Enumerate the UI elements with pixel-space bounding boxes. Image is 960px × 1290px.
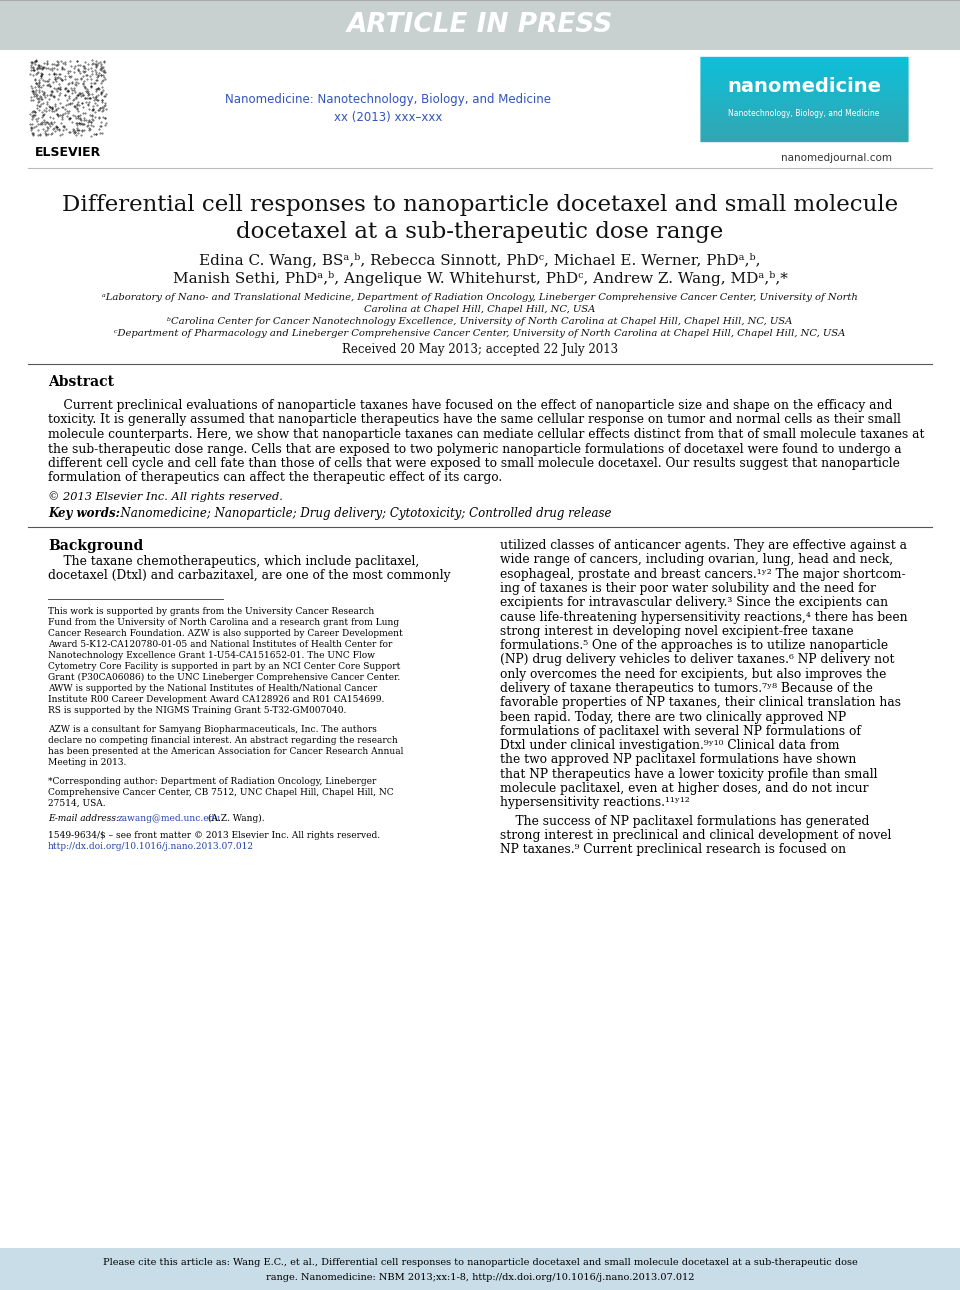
Text: 1549-9634/$ – see front matter © 2013 Elsevier Inc. All rights reserved.: 1549-9634/$ – see front matter © 2013 El…: [48, 831, 380, 840]
Text: http://dx.doi.org/10.1016/j.nano.2013.07.012: http://dx.doi.org/10.1016/j.nano.2013.07…: [48, 841, 254, 850]
Text: molecule counterparts. Here, we show that nanoparticle taxanes can mediate cellu: molecule counterparts. Here, we show tha…: [48, 428, 924, 441]
Text: different cell cycle and cell fate than those of cells that were exposed to smal: different cell cycle and cell fate than …: [48, 457, 900, 470]
Text: Fund from the University of North Carolina and a research grant from Lung: Fund from the University of North Caroli…: [48, 618, 399, 627]
Text: Cytometry Core Facility is supported in part by an NCI Center Core Support: Cytometry Core Facility is supported in …: [48, 662, 400, 671]
Bar: [0, 1247, 960, 1290]
Text: 27514, USA.: 27514, USA.: [48, 799, 106, 808]
Text: that NP therapeutics have a lower toxicity profile than small: that NP therapeutics have a lower toxici…: [500, 768, 877, 780]
Text: zawang@med.unc.edu: zawang@med.unc.edu: [118, 814, 221, 823]
Text: Nanotechnology Excellence Grant 1-U54-CA151652-01. The UNC Flow: Nanotechnology Excellence Grant 1-U54-CA…: [48, 650, 375, 659]
Text: *Corresponding author: Department of Radiation Oncology, Lineberger: *Corresponding author: Department of Rad…: [48, 777, 376, 786]
Text: This work is supported by grants from the University Cancer Research: This work is supported by grants from th…: [48, 606, 374, 615]
Text: (NP) drug delivery vehicles to deliver taxanes.⁶ NP delivery not: (NP) drug delivery vehicles to deliver t…: [500, 654, 895, 667]
Text: ing of taxanes is their poor water solubility and the need for: ing of taxanes is their poor water solub…: [500, 582, 876, 595]
Text: Abstract: Abstract: [48, 375, 114, 390]
Text: Meeting in 2013.: Meeting in 2013.: [48, 757, 127, 766]
Text: Institute R00 Career Development Award CA128926 and R01 CA154699.: Institute R00 Career Development Award C…: [48, 694, 384, 703]
Text: ᶜDepartment of Pharmacology and Lineberger Comprehensive Cancer Center, Universi: ᶜDepartment of Pharmacology and Lineberg…: [114, 329, 846, 338]
Text: Cancer Research Foundation. AZW is also supported by Career Development: Cancer Research Foundation. AZW is also …: [48, 628, 403, 637]
Text: formulations of paclitaxel with several NP formulations of: formulations of paclitaxel with several …: [500, 725, 861, 738]
Text: only overcomes the need for excipients, but also improves the: only overcomes the need for excipients, …: [500, 668, 886, 681]
Text: Nanomedicine: Nanotechnology, Biology, and Medicine: Nanomedicine: Nanotechnology, Biology, a…: [225, 93, 551, 107]
Text: the sub-therapeutic dose range. Cells that are exposed to two polymeric nanopart: the sub-therapeutic dose range. Cells th…: [48, 442, 901, 455]
Text: Nanotechnology, Biology, and Medicine: Nanotechnology, Biology, and Medicine: [729, 108, 879, 117]
Text: range. Nanomedicine: NBM 2013;xx:1-8, http://dx.doi.org/10.1016/j.nano.2013.07.0: range. Nanomedicine: NBM 2013;xx:1-8, ht…: [266, 1273, 694, 1282]
Text: formulations.⁵ One of the approaches is to utilize nanoparticle: formulations.⁵ One of the approaches is …: [500, 639, 888, 653]
Text: ELSEVIER: ELSEVIER: [35, 146, 101, 159]
Text: docetaxel (Dtxl) and carbazitaxel, are one of the most commonly: docetaxel (Dtxl) and carbazitaxel, are o…: [48, 569, 450, 582]
Text: strong interest in developing novel excipient-free taxane: strong interest in developing novel exci…: [500, 624, 853, 637]
Text: hypersensitivity reactions.¹¹ʸ¹²: hypersensitivity reactions.¹¹ʸ¹²: [500, 796, 689, 809]
Text: cause life-threatening hypersensitivity reactions,⁴ there has been: cause life-threatening hypersensitivity …: [500, 610, 907, 623]
Text: ᵃLaboratory of Nano- and Translational Medicine, Department of Radiation Oncolog: ᵃLaboratory of Nano- and Translational M…: [102, 294, 858, 302]
Text: docetaxel at a sub-therapeutic dose range: docetaxel at a sub-therapeutic dose rang…: [236, 221, 724, 243]
Text: favorable properties of NP taxanes, their clinical translation has: favorable properties of NP taxanes, thei…: [500, 697, 901, 710]
Text: utilized classes of anticancer agents. They are effective against a: utilized classes of anticancer agents. T…: [500, 539, 907, 552]
Text: ARTICLE IN PRESS: ARTICLE IN PRESS: [347, 12, 613, 37]
Text: Manish Sethi, PhDᵃ,ᵇ, Angelique W. Whitehurst, PhDᶜ, Andrew Z. Wang, MDᵃ,ᵇ,*: Manish Sethi, PhDᵃ,ᵇ, Angelique W. White…: [173, 271, 787, 286]
Text: Nanomedicine; Nanoparticle; Drug delivery; Cytotoxicity; Controlled drug release: Nanomedicine; Nanoparticle; Drug deliver…: [113, 507, 612, 520]
Text: Comprehensive Cancer Center, CB 7512, UNC Chapel Hill, Chapel Hill, NC: Comprehensive Cancer Center, CB 7512, UN…: [48, 788, 394, 797]
Text: Dtxl under clinical investigation.⁹ʸ¹⁰ Clinical data from: Dtxl under clinical investigation.⁹ʸ¹⁰ C…: [500, 739, 839, 752]
Text: Differential cell responses to nanoparticle docetaxel and small molecule: Differential cell responses to nanoparti…: [62, 194, 898, 215]
Text: wide range of cancers, including ovarian, lung, head and neck,: wide range of cancers, including ovarian…: [500, 553, 893, 566]
Text: AZW is a consultant for Samyang Biopharmaceuticals, Inc. The authors: AZW is a consultant for Samyang Biopharm…: [48, 725, 377, 734]
Text: nanomedjournal.com: nanomedjournal.com: [781, 154, 892, 163]
Text: Received 20 May 2013; accepted 22 July 2013: Received 20 May 2013; accepted 22 July 2…: [342, 343, 618, 356]
Text: E-mail address:: E-mail address:: [48, 814, 119, 823]
Text: strong interest in preclinical and clinical development of novel: strong interest in preclinical and clini…: [500, 829, 892, 842]
Bar: [0, 0, 960, 50]
Text: Award 5-K12-CA120780-01-05 and National Institutes of Health Center for: Award 5-K12-CA120780-01-05 and National …: [48, 640, 393, 649]
Text: delivery of taxane therapeutics to tumors.⁷ʸ⁸ Because of the: delivery of taxane therapeutics to tumor…: [500, 682, 873, 695]
Text: Edina C. Wang, BSᵃ,ᵇ, Rebecca Sinnott, PhDᶜ, Michael E. Werner, PhDᵃ,ᵇ,: Edina C. Wang, BSᵃ,ᵇ, Rebecca Sinnott, P…: [200, 253, 760, 267]
Text: (A.Z. Wang).: (A.Z. Wang).: [205, 814, 265, 823]
Text: The taxane chemotherapeutics, which include paclitaxel,: The taxane chemotherapeutics, which incl…: [48, 555, 420, 568]
Text: toxicity. It is generally assumed that nanoparticle therapeutics have the same c: toxicity. It is generally assumed that n…: [48, 414, 900, 427]
Text: the two approved NP paclitaxel formulations have shown: the two approved NP paclitaxel formulati…: [500, 753, 856, 766]
Text: Please cite this article as: Wang E.C., et al., Differential cell responses to n: Please cite this article as: Wang E.C., …: [103, 1258, 857, 1267]
Text: RS is supported by the NIGMS Training Grant 5-T32-GM007040.: RS is supported by the NIGMS Training Gr…: [48, 706, 347, 715]
Text: excipients for intravascular delivery.³ Since the excipients can: excipients for intravascular delivery.³ …: [500, 596, 888, 609]
Text: formulation of therapeutics can affect the therapeutic effect of its cargo.: formulation of therapeutics can affect t…: [48, 472, 502, 485]
Text: Carolina at Chapel Hill, Chapel Hill, NC, USA: Carolina at Chapel Hill, Chapel Hill, NC…: [364, 306, 596, 315]
Text: AWW is supported by the National Institutes of Health/National Cancer: AWW is supported by the National Institu…: [48, 684, 377, 693]
Text: been rapid. Today, there are two clinically approved NP: been rapid. Today, there are two clinica…: [500, 711, 846, 724]
Text: NP taxanes.⁹ Current preclinical research is focused on: NP taxanes.⁹ Current preclinical researc…: [500, 844, 846, 857]
Text: molecule paclitaxel, even at higher doses, and do not incur: molecule paclitaxel, even at higher dose…: [500, 782, 869, 795]
Text: nanomedicine: nanomedicine: [727, 77, 881, 97]
Text: Background: Background: [48, 539, 143, 553]
Text: esophageal, prostate and breast cancers.¹ʸ² The major shortcom-: esophageal, prostate and breast cancers.…: [500, 568, 905, 580]
Text: Key words:: Key words:: [48, 507, 120, 520]
Text: The success of NP paclitaxel formulations has generated: The success of NP paclitaxel formulation…: [500, 815, 870, 828]
Text: © 2013 Elsevier Inc. All rights reserved.: © 2013 Elsevier Inc. All rights reserved…: [48, 491, 283, 502]
Text: xx (2013) xxx–xxx: xx (2013) xxx–xxx: [334, 111, 443, 124]
Text: has been presented at the American Association for Cancer Research Annual: has been presented at the American Assoc…: [48, 747, 403, 756]
Text: Current preclinical evaluations of nanoparticle taxanes have focused on the effe: Current preclinical evaluations of nanop…: [48, 399, 893, 412]
Text: Grant (P30CA06086) to the UNC Lineberger Comprehensive Cancer Center.: Grant (P30CA06086) to the UNC Lineberger…: [48, 672, 400, 681]
Text: declare no competing financial interest. An abstract regarding the research: declare no competing financial interest.…: [48, 735, 397, 744]
Text: ᵇCarolina Center for Cancer Nanotechnology Excellence, University of North Carol: ᵇCarolina Center for Cancer Nanotechnolo…: [167, 317, 793, 326]
